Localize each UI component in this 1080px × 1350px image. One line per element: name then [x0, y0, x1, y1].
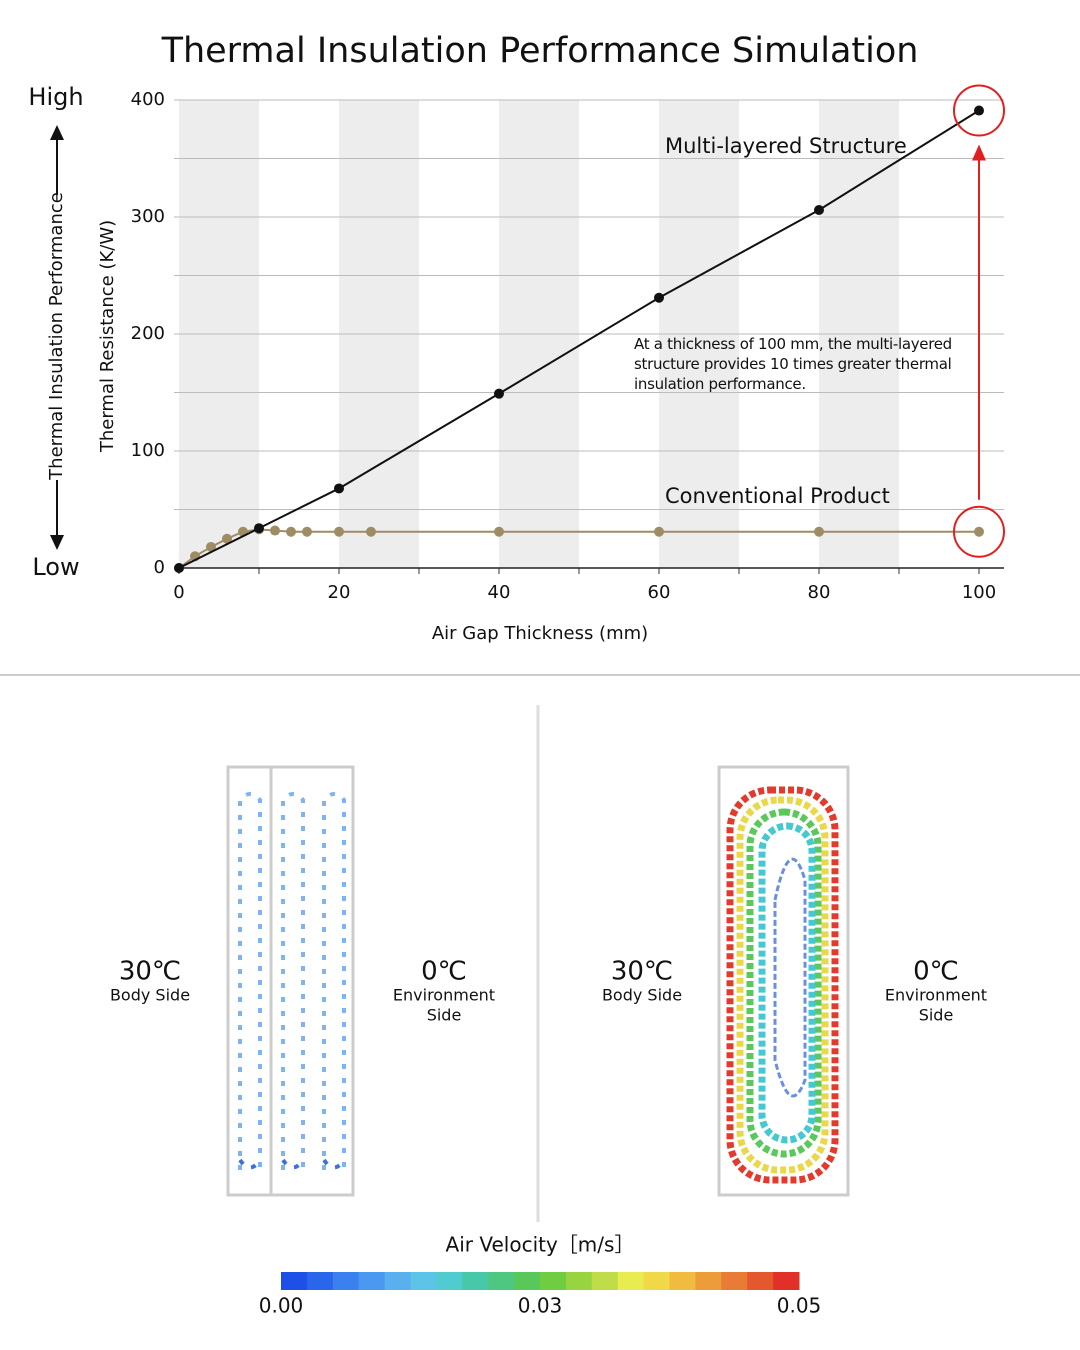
y-tick-label: 300 [131, 206, 165, 227]
colorbar-cell [773, 1272, 800, 1290]
simulation-right [717, 765, 850, 1197]
data-point [654, 526, 664, 537]
y-tick-label: 100 [131, 440, 165, 461]
y-axis-label: Thermal Resistance (K/W) [97, 220, 118, 453]
colorbar-cell [436, 1272, 463, 1290]
series-label: Multi-layered Structure [665, 134, 907, 158]
data-point [222, 533, 232, 544]
temp-label: 30℃ [119, 957, 181, 987]
colorbar-cell [281, 1272, 308, 1290]
side-label: Environment [393, 986, 495, 1005]
colorbar-cell [747, 1272, 774, 1290]
simulation-left [226, 765, 355, 1197]
x-tick-label: 60 [648, 582, 671, 603]
colorbar-cell [565, 1272, 593, 1290]
x-tick-label: 80 [808, 582, 831, 603]
side-low: Low [32, 553, 79, 581]
data-point [494, 526, 504, 537]
colorbar-cell [669, 1272, 696, 1290]
colorbar-cell [591, 1272, 619, 1290]
temp-label: 0℃ [421, 957, 467, 987]
side-label: Body Side [602, 986, 682, 1005]
data-point [654, 292, 664, 303]
x-axis-label: Air Gap Thickness (mm) [432, 623, 648, 644]
side-label: Side [427, 1006, 462, 1025]
colorbar-title: Air Velocity［m/s］ [446, 1233, 635, 1257]
colorbar-cell [410, 1272, 437, 1290]
data-point [974, 105, 984, 116]
data-point [494, 388, 504, 399]
side-label: Environment [885, 986, 987, 1005]
y-tick-label: 0 [154, 557, 165, 578]
data-point [206, 541, 216, 552]
colorbar-cell [643, 1272, 670, 1290]
data-point [286, 526, 296, 537]
colorbar-tick-label: 0.00 [259, 1294, 304, 1318]
temp-label: 0℃ [913, 957, 959, 987]
side-high: High [28, 83, 83, 111]
data-point [974, 526, 984, 537]
colorbar-cell [332, 1272, 360, 1290]
x-tick-label: 40 [488, 582, 511, 603]
data-point [270, 525, 280, 536]
y-tick-label: 400 [131, 89, 165, 110]
data-point [366, 526, 376, 537]
highlight [953, 505, 1005, 558]
side-label: Side [919, 1006, 954, 1025]
colorbar: Air Velocity［m/s］ 0.00 0.03 0.05 [259, 1233, 822, 1318]
colorbar-cell [617, 1272, 645, 1290]
data-point [334, 483, 344, 494]
data-point [174, 563, 184, 573]
colorbar-cell [384, 1272, 411, 1290]
x-tick-label: 20 [328, 582, 351, 603]
y-tick-label: 200 [131, 323, 165, 344]
highlight-arrowhead [972, 144, 986, 161]
colorbar-cell [695, 1272, 722, 1290]
colorbar-tick-label: 0.05 [777, 1294, 822, 1318]
colorbar-cell [488, 1272, 515, 1290]
data-point [334, 526, 344, 537]
side-label: Body Side [110, 986, 190, 1005]
highlight [953, 84, 1005, 137]
side-label: Thermal Insulation Performance [46, 192, 67, 481]
chart-title: Thermal Insulation Performance Simulatio… [161, 31, 919, 71]
data-point [814, 526, 824, 537]
colorbar-cell [721, 1272, 748, 1290]
side-arrows [50, 125, 64, 550]
x-tick-label: 0 [173, 582, 184, 603]
colorbar-cell [540, 1272, 567, 1290]
data-point [254, 523, 264, 534]
series-label: Conventional Product [665, 484, 890, 508]
temp-label: 30℃ [611, 957, 673, 987]
data-point [814, 204, 824, 215]
colorbar-tick-label: 0.03 [518, 1294, 563, 1318]
x-tick-label: 100 [962, 582, 996, 603]
colorbar-cell [462, 1272, 489, 1290]
data-point [302, 526, 312, 537]
annotation: At a thickness of 100 mm, the multi-laye… [634, 335, 952, 393]
colorbar-cell [514, 1272, 541, 1290]
colorbar-cell [306, 1272, 334, 1290]
colorbar-cell [358, 1272, 386, 1290]
